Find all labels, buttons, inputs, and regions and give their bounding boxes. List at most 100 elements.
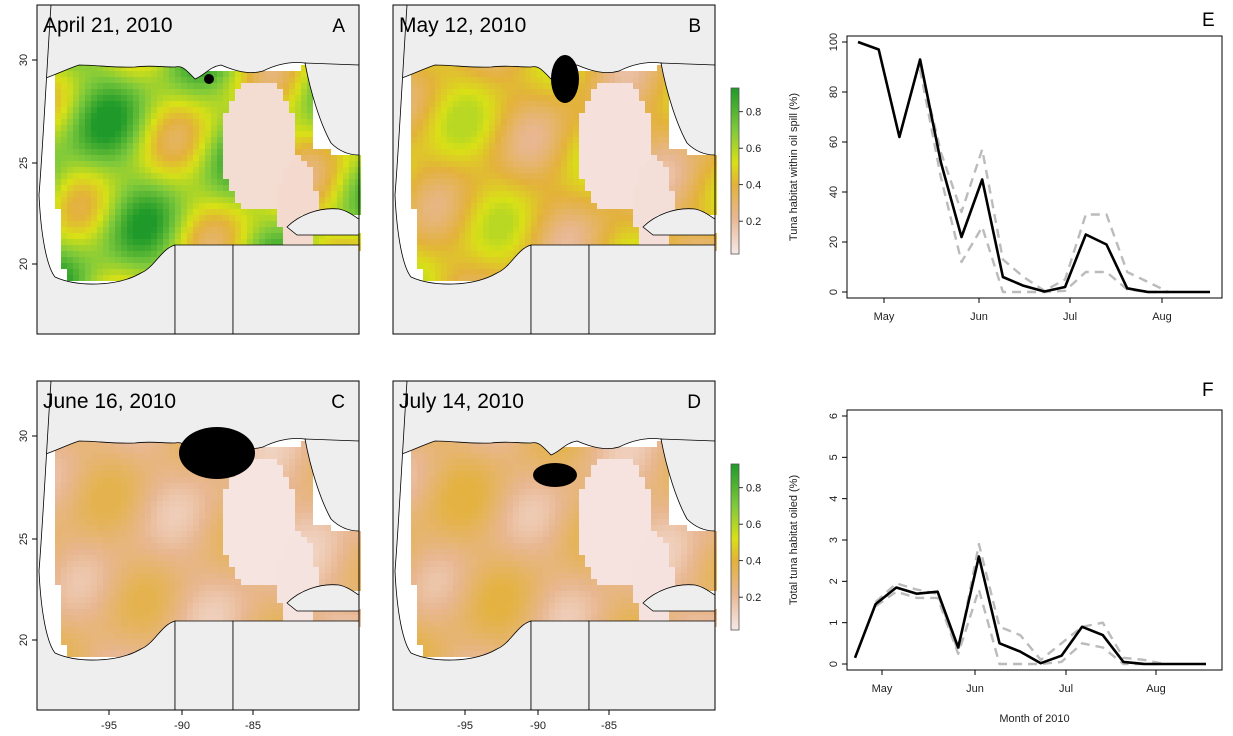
map-panel-c: June 16, 2010 C bbox=[36, 380, 361, 711]
land-masses bbox=[36, 380, 360, 711]
map-date-label: May 12, 2010 bbox=[399, 14, 526, 37]
lon-tick-label: -85 bbox=[601, 720, 617, 732]
y-tick-label: 4 bbox=[828, 496, 840, 502]
colorbar-tick-label: 0.6 bbox=[746, 143, 761, 155]
colorbar-tick-label: 0.4 bbox=[746, 556, 761, 568]
land-fla bbox=[304, 62, 360, 156]
land-yuc bbox=[174, 620, 234, 711]
lat-tick-label: 20 bbox=[18, 258, 30, 270]
series-line-lower bbox=[874, 588, 1165, 666]
plot-frame bbox=[846, 35, 1223, 299]
land-se bbox=[588, 244, 716, 335]
map-frame bbox=[36, 4, 360, 335]
oil-spill-area bbox=[204, 74, 214, 84]
land-se bbox=[588, 620, 716, 711]
lon-tick-label: -95 bbox=[457, 720, 473, 732]
y-tick-label: 6 bbox=[828, 413, 840, 419]
colorbar-tick-label: 0.2 bbox=[746, 592, 761, 604]
colorbar: 0.8 0.6 0.4 0.2 bbox=[730, 87, 761, 255]
colorbar-tick-label: 0.4 bbox=[746, 180, 761, 192]
series-line-upper bbox=[874, 542, 1165, 666]
habitat-grid bbox=[55, 65, 361, 281]
x-tick-label: Jun bbox=[970, 311, 988, 323]
habitat-grid bbox=[55, 441, 361, 657]
land-yuc bbox=[174, 244, 234, 335]
x-tick-label: Jun bbox=[966, 683, 984, 695]
colorbars: 0.8 0.6 0.4 0.2 0.8 0.6 0.4 0.2 bbox=[730, 87, 761, 631]
y-tick-label: 80 bbox=[828, 86, 840, 98]
lat-tick-label: 30 bbox=[18, 430, 30, 442]
y-tick-label: 60 bbox=[828, 136, 840, 148]
land-top bbox=[36, 4, 360, 82]
x-axis-label: Month of 2010 bbox=[999, 713, 1069, 725]
panel-letter: F bbox=[1202, 380, 1214, 401]
land-masses bbox=[392, 4, 716, 335]
chart-e: 0 20 40 60 80 100 May Jun Jul Aug Tuna habitat wit… bbox=[788, 10, 1223, 323]
lon-tick-label: -95 bbox=[101, 720, 117, 732]
map-date-label: July 14, 2010 bbox=[399, 390, 524, 413]
y-tick-label: 40 bbox=[828, 186, 840, 198]
map-panel-a: April 21, 2010 A bbox=[36, 4, 361, 335]
map-date-label: June 16, 2010 bbox=[43, 390, 176, 413]
y-tick-label: 100 bbox=[828, 33, 840, 51]
colorbar: 0.8 0.6 0.4 0.2 bbox=[730, 463, 761, 631]
x-tick-label: Aug bbox=[1146, 683, 1166, 695]
oil-spill-area bbox=[179, 427, 255, 479]
land-west bbox=[392, 380, 532, 711]
lat-tick-label: 25 bbox=[18, 157, 30, 169]
x-tick-label: Jul bbox=[1059, 683, 1073, 695]
land-masses bbox=[392, 380, 716, 711]
x-tick-label: Aug bbox=[1152, 311, 1172, 323]
map-frame bbox=[392, 4, 716, 335]
lat-tick-label: 20 bbox=[18, 634, 30, 646]
series-line-main bbox=[853, 555, 1206, 666]
panel-letter: A bbox=[332, 16, 345, 37]
map-frame bbox=[36, 380, 360, 711]
panel-letter: D bbox=[687, 392, 701, 413]
lon-tick-label: -90 bbox=[174, 720, 190, 732]
oil-spill-area bbox=[533, 463, 577, 487]
lat-tick-label: 25 bbox=[18, 533, 30, 545]
x-tick-label: May bbox=[872, 683, 893, 695]
lat-tick-label: 30 bbox=[18, 54, 30, 66]
colorbar-ramp bbox=[730, 463, 740, 631]
land-fla bbox=[660, 62, 716, 156]
y-tick-label: 0 bbox=[828, 289, 840, 295]
y-axis-label: Tuna habitat within oil spill (%) bbox=[788, 93, 800, 241]
map-panel-b: May 12, 2010 B bbox=[392, 4, 717, 335]
map-frame bbox=[392, 380, 716, 711]
y-tick-label: 20 bbox=[828, 236, 840, 248]
land-masses bbox=[36, 4, 360, 335]
colorbar-tick-label: 0.6 bbox=[746, 519, 761, 531]
y-tick-label: 3 bbox=[828, 537, 840, 543]
land-fla bbox=[304, 438, 360, 532]
panel-letter: C bbox=[331, 392, 345, 413]
colorbar-tick-label: 0.2 bbox=[746, 216, 761, 228]
oil-spill-area bbox=[551, 55, 579, 103]
y-axis-label: Total tuna habitat oiled (%) bbox=[788, 475, 800, 605]
series-line-lower bbox=[918, 69, 1169, 294]
panel-letter: E bbox=[1202, 10, 1215, 31]
chart-f: 0 1 2 3 4 5 6 May Jun Jul Aug Total tuna habitat oi… bbox=[788, 380, 1223, 725]
map-panel-d: July 14, 2010 D bbox=[392, 380, 717, 711]
x-tick-label: May bbox=[874, 311, 895, 323]
land-top bbox=[392, 380, 716, 458]
map-axes: -95 -90 -85 -95 -90 -85 30 25 20 30 25 20 bbox=[18, 54, 617, 732]
map-date-label: April 21, 2010 bbox=[43, 14, 173, 37]
line-charts: 0 20 40 60 80 100 May Jun Jul Aug Tuna habitat wit… bbox=[788, 10, 1223, 725]
y-tick-label: 5 bbox=[828, 454, 840, 460]
series-line-main bbox=[857, 40, 1210, 294]
colorbar-tick-label: 0.8 bbox=[746, 107, 761, 119]
land-west bbox=[36, 380, 176, 711]
colorbar-ramp bbox=[730, 87, 740, 255]
y-tick-label: 1 bbox=[828, 620, 840, 626]
lon-tick-label: -85 bbox=[245, 720, 261, 732]
colorbar-tick-label: 0.8 bbox=[746, 483, 761, 495]
x-tick-label: Jul bbox=[1063, 311, 1077, 323]
land-se bbox=[232, 620, 360, 711]
land-west bbox=[36, 4, 176, 335]
land-yuc bbox=[530, 620, 590, 711]
land-se bbox=[232, 244, 360, 335]
y-tick-label: 2 bbox=[828, 578, 840, 584]
